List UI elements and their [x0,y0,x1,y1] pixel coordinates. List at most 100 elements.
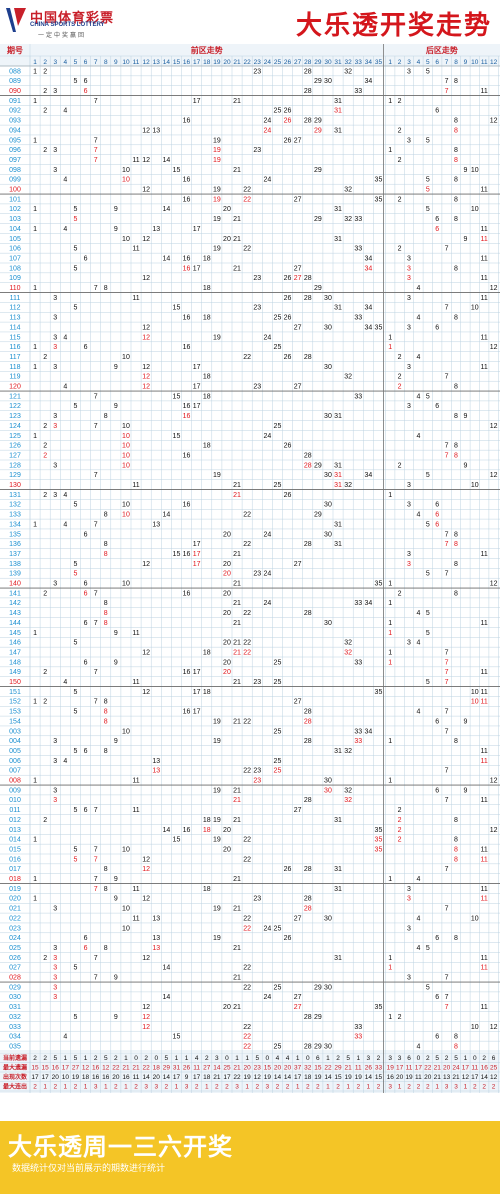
back-stat-value: 22 [424,1065,432,1072]
period-number: 029 [9,984,21,991]
front-hit-number: 22 [243,718,251,725]
front-hit-number: 13 [152,521,160,528]
front-hit-number: 32 [344,649,352,656]
back-hit-number: 1 [388,147,392,154]
front-stat-value: 17 [294,1074,302,1081]
period-number: 093 [9,118,21,125]
front-stat-value: 1 [245,1084,249,1091]
front-hit-number: 3 [53,965,57,972]
period-number: 099 [9,177,21,184]
back-hit-number: 11 [481,699,488,706]
front-hit-number: 6 [84,581,88,588]
front-hit-number: 31 [334,472,342,479]
grid-lines [0,44,500,1093]
front-hit-number: 3 [53,787,57,794]
front-hit-number: 25 [274,344,282,351]
back-hit-number: 8 [454,1034,458,1041]
front-hit-number: 34 [364,728,372,735]
back-hit-number: 2 [398,817,402,824]
front-hit-number: 28 [304,709,312,716]
front-number-header: 14 [163,59,171,66]
back-stat-value: 14 [481,1074,489,1081]
front-hit-number: 20 [223,640,231,647]
back-hit-number: 9 [463,462,467,469]
front-hit-number: 22 [243,354,251,361]
front-stat-value: 20 [274,1065,282,1072]
back-hit-number: 8 [454,837,458,844]
back-hit-number: 3 [407,640,411,647]
back-hit-number: 7 [445,571,449,578]
back-hit-number: 11 [481,896,488,903]
front-hit-number: 3 [53,738,57,745]
front-hit-number: 25 [274,482,282,489]
period-number: 105 [9,236,21,243]
front-hit-number: 8 [104,600,108,607]
front-hit-number: 1 [33,630,37,637]
front-hit-number: 21 [233,600,241,607]
back-hit-number: 3 [407,896,411,903]
front-stat-value: 21 [132,1065,140,1072]
back-stat-value: 24 [452,1065,460,1072]
front-hit-number: 9 [114,896,118,903]
front-stat-value: 3 [94,1084,98,1091]
logo-english-text: CHINA SPORTS LOTTERY [30,22,105,28]
front-hit-number: 3 [53,344,57,351]
front-hit-number: 1 [33,433,37,440]
back-hit-number: 8 [454,1043,458,1050]
back-number-header: 3 [407,59,411,66]
front-hit-number: 17 [193,265,201,272]
front-stat-value: 0 [266,1055,270,1062]
back-hit-number: 6 [435,787,439,794]
back-hit-number: 8 [454,384,458,391]
front-zone-header: 前区走势 [191,45,223,55]
period-number: 125 [9,433,21,440]
back-hit-number: 3 [407,502,411,509]
front-hit-number: 7 [94,846,98,853]
back-hit-number: 11 [481,295,488,302]
period-number: 032 [9,1014,21,1021]
front-hit-number: 3 [53,758,57,765]
front-hit-number: 28 [304,68,312,75]
back-hit-number: 10 [471,206,479,213]
front-hit-number: 3 [53,797,57,804]
front-stat-value: 3 [215,1055,219,1062]
back-hit-number: 1 [388,581,392,588]
front-stat-value: 11 [355,1065,362,1072]
front-hit-number: 21 [233,1004,241,1011]
front-stat-value: 32 [304,1065,312,1072]
period-number: 107 [9,255,21,262]
back-hit-number: 8 [454,157,458,164]
back-stat-value: 3 [398,1055,402,1062]
front-hit-number: 16 [183,118,191,125]
front-stat-value: 14 [365,1074,373,1081]
period-number: 151 [9,689,21,696]
period-number: 136 [9,541,21,548]
front-stat-value: 19 [264,1074,272,1081]
back-stat-value: 1 [464,1084,468,1091]
front-hit-number: 13 [152,768,160,775]
front-hit-number: 21 [233,945,241,952]
front-hit-number: 32 [344,748,352,755]
back-hit-number: 11 [481,955,488,962]
back-hit-number: 7 [445,994,449,1001]
front-stat-value: 17 [193,1074,201,1081]
front-hit-number: 9 [114,630,118,637]
front-hit-number: 32 [344,187,352,194]
front-stat-value: 1 [84,1055,88,1062]
period-number: 035 [9,1043,21,1050]
period-number: 005 [9,748,21,755]
back-hit-number: 12 [490,827,498,834]
front-hit-number: 16 [183,827,191,834]
front-hit-number: 18 [203,886,211,893]
front-hit-number: 11 [132,157,139,164]
back-hit-number: 1 [388,649,392,656]
back-hit-number: 2 [398,196,402,203]
front-number-header: 21 [233,59,241,66]
period-number: 123 [9,413,21,420]
front-hit-number: 7 [94,590,98,597]
front-hit-number: 1 [33,521,37,528]
back-number-header: 10 [471,59,479,66]
back-hit-number: 11 [481,187,488,194]
front-hit-number: 7 [94,393,98,400]
